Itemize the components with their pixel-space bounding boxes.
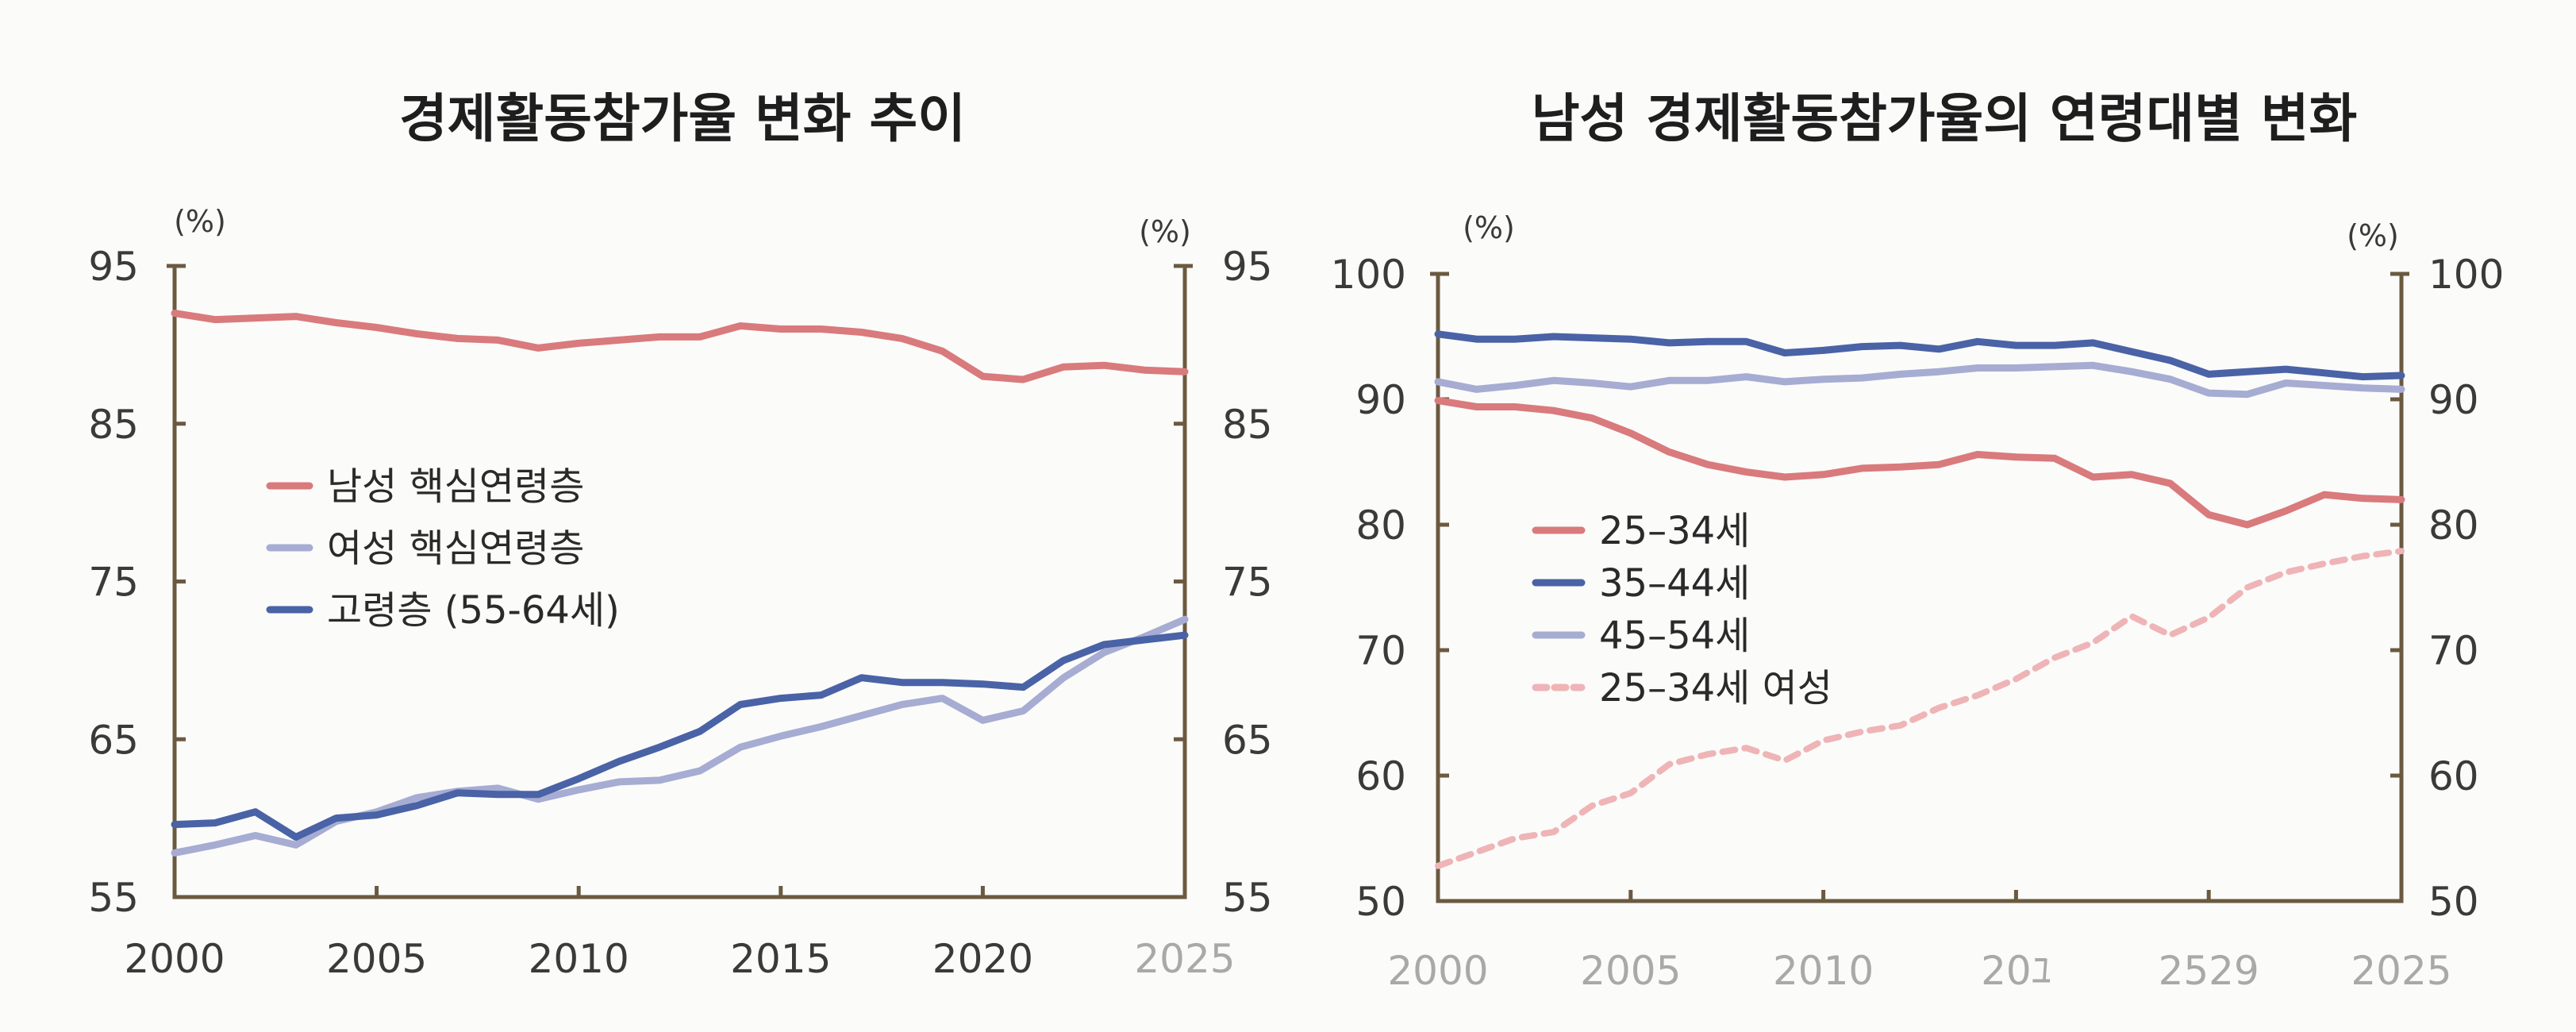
y-tick-label-left: 50 xyxy=(1355,879,1406,925)
unit-right: (%) xyxy=(1139,214,1191,249)
legend-label-2: 45–54세 xyxy=(1599,614,1750,658)
y-tick-label-right: 70 xyxy=(2428,628,2479,674)
series-2-line xyxy=(1434,361,2405,399)
y-tick-label-left: 100 xyxy=(1331,252,1406,298)
chart-male-by-age: 남성 경제활동참가율의 연령대별 변화 (%) (%) 100 90 80 70 60 5… xyxy=(1331,88,2505,994)
plot-frame xyxy=(167,264,1193,899)
x-tick-label: 2025 xyxy=(1134,936,1235,982)
y-tick-label-right: 50 xyxy=(2428,879,2479,925)
y-tick-label-left: 80 xyxy=(1355,503,1406,549)
x-tick-label: 2529 xyxy=(2159,948,2259,994)
series-0-line xyxy=(1434,397,2405,529)
legend-label-1: 35–44세 xyxy=(1599,561,1750,606)
y-tick-label-left: 65 xyxy=(88,717,139,763)
x-tick-label: 2005 xyxy=(1580,948,1681,994)
chart-title: 경제활동참가율 변화 추이 xyxy=(399,88,966,149)
legend: 25–34세 35–44세 45–54세 25–34세 여성 xyxy=(1532,509,1832,710)
x-tick-label: 2010 xyxy=(529,936,629,982)
x-ticks: 2000 2005 2010 2015 2020 2025 xyxy=(124,886,1236,982)
y-ticks-right: 100 90 80 70 60 50 xyxy=(2390,252,2504,925)
chart-participation-trend: 경제활동참가율 변화 추이 (%) (%) 95 85 75 65 55 95 85 75 6… xyxy=(88,88,1272,982)
legend-label-3: 25–34세 여성 xyxy=(1599,666,1832,710)
y-tick-label-right: 90 xyxy=(2428,377,2479,423)
series-1-line xyxy=(1434,330,2405,381)
x-tick-label: 2025 xyxy=(2351,948,2451,994)
series-0-line xyxy=(171,310,1189,383)
y-tick-label-right: 85 xyxy=(1222,402,1273,448)
y-tick-label-left: 75 xyxy=(88,560,139,606)
legend-label-2: 고령층 (55-64세) xyxy=(327,588,620,633)
x-tick-label: 2000 xyxy=(124,936,225,982)
y-tick-label-right: 75 xyxy=(1222,560,1273,606)
x-tick-label: 2015 xyxy=(730,936,831,982)
y-tick-label-right: 80 xyxy=(2428,503,2479,549)
y-ticks-left: 95 85 75 65 55 xyxy=(88,244,186,921)
x-tick-label: 2010 xyxy=(1773,948,1874,994)
unit-left: (%) xyxy=(174,204,226,239)
y-tick-label-right: 100 xyxy=(2428,252,2504,298)
chart-title: 남성 경제활동참가율의 연령대별 변화 xyxy=(1532,88,2357,149)
y-ticks-left: 100 90 80 70 60 50 xyxy=(1331,252,1449,925)
y-tick-label-left: 85 xyxy=(88,402,139,448)
x-tick-label: 20ﾕ xyxy=(1981,948,2051,994)
series-lines xyxy=(1434,330,2405,869)
y-tick-label-left: 70 xyxy=(1355,628,1406,674)
legend-label-0: 25–34세 xyxy=(1599,509,1750,553)
x-tick-label: 2005 xyxy=(326,936,427,982)
y-tick-label-right: 60 xyxy=(2428,753,2479,799)
legend-label-1: 여성 핵심연령층 xyxy=(327,526,584,571)
series-lines xyxy=(171,310,1189,857)
x-ticks: 2000 2005 2010 20ﾕ 2529 2025 xyxy=(1387,890,2452,994)
x-tick-label: 2000 xyxy=(1387,948,1488,994)
legend-label-0: 남성 핵심연령층 xyxy=(327,464,584,509)
x-tick-label: 2020 xyxy=(932,936,1033,982)
series-2-line xyxy=(171,631,1189,841)
series-3-line xyxy=(1435,548,2405,869)
y-tick-label-left: 55 xyxy=(88,875,139,921)
y-tick-label-left: 95 xyxy=(88,244,139,290)
y-tick-label-right: 65 xyxy=(1222,717,1273,763)
unit-left: (%) xyxy=(1463,210,1515,245)
y-tick-label-right: 55 xyxy=(1222,875,1273,921)
y-tick-label-right: 95 xyxy=(1222,244,1273,290)
y-ticks-right: 95 85 75 65 55 xyxy=(1174,244,1273,921)
unit-right: (%) xyxy=(2347,218,2399,253)
y-tick-label-left: 90 xyxy=(1355,377,1406,423)
y-tick-label-left: 60 xyxy=(1355,753,1406,799)
